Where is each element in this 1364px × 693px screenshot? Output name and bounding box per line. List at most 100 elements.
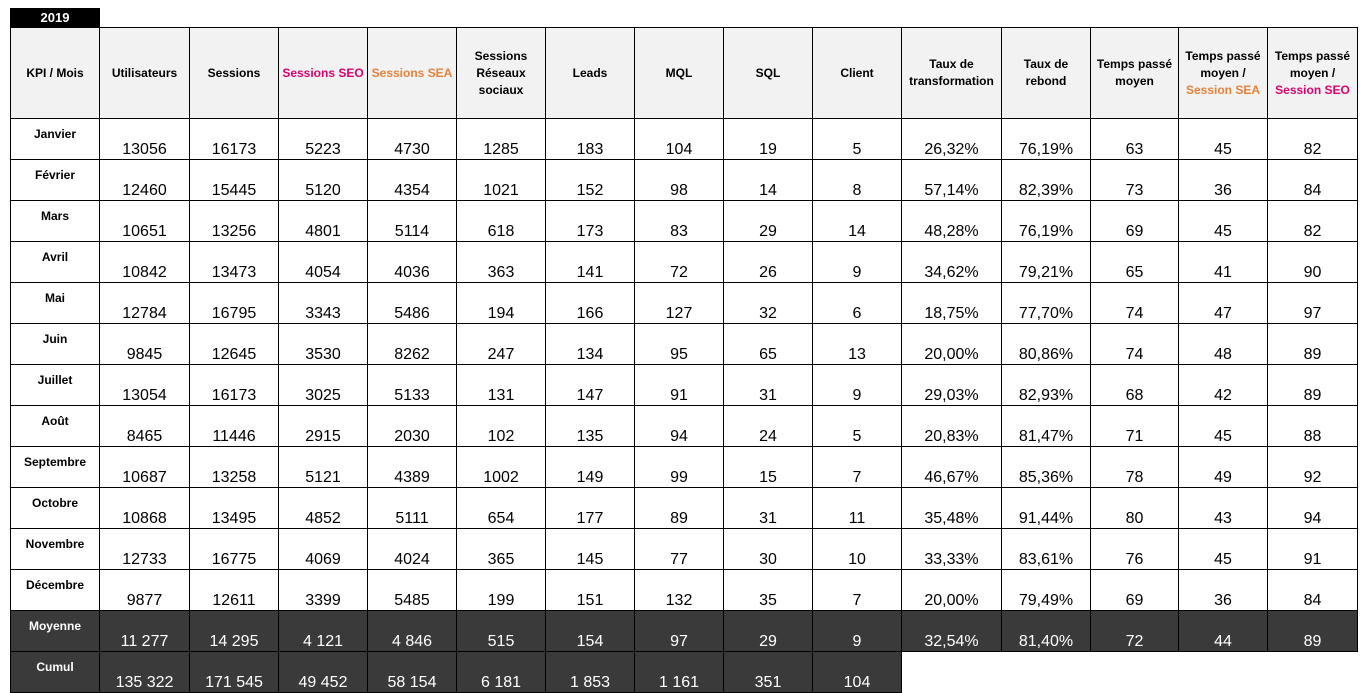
table-cell: 10687 — [99, 446, 190, 488]
table-cell: 91 — [634, 364, 724, 406]
empty-cell — [1001, 651, 1091, 693]
table-cell: 9877 — [99, 569, 190, 611]
table-cell: 49 452 — [278, 651, 368, 693]
column-header: Taux de rebond — [1001, 27, 1091, 119]
table-cell: 1285 — [456, 118, 546, 160]
table-cell: 9845 — [99, 323, 190, 365]
table-cell: 95 — [634, 323, 724, 365]
table-cell: 29 — [723, 200, 813, 242]
table-cell: 24 — [723, 405, 813, 447]
table-cell: 26 — [723, 241, 813, 283]
table-cell: 8262 — [367, 323, 457, 365]
table-cell: 65 — [723, 323, 813, 365]
table-cell: 71 — [1090, 405, 1179, 447]
table-cell: 34,62% — [901, 241, 1002, 283]
table-cell: 2915 — [278, 405, 368, 447]
row-label: Décembre — [10, 569, 100, 611]
table-cell: 90 — [1267, 241, 1358, 283]
table-cell: 47 — [1178, 282, 1268, 324]
table-cell: 166 — [545, 282, 635, 324]
table-row: Février 12460 15445 5120 4354 1021 152 98 14 8 57,… — [10, 159, 1358, 201]
table-cell: 3025 — [278, 364, 368, 406]
column-header: Client — [812, 27, 902, 119]
table-cell: 177 — [545, 487, 635, 529]
table-cell: 5121 — [278, 446, 368, 488]
table-cell: 85,36% — [1001, 446, 1091, 488]
table-cell: 1021 — [456, 159, 546, 201]
table-cell: 82 — [1267, 200, 1358, 242]
table-cell: 4069 — [278, 528, 368, 570]
table-cell: 183 — [545, 118, 635, 160]
column-header: Sessions — [189, 27, 279, 119]
table-cell: 3399 — [278, 569, 368, 611]
table-cell: 173 — [545, 200, 635, 242]
table-cell: 654 — [456, 487, 546, 529]
table-cell: 131 — [456, 364, 546, 406]
table-cell: 45 — [1178, 200, 1268, 242]
table-cell: 82,93% — [1001, 364, 1091, 406]
kpi-table: KPI / Mois Utilisateurs Sessions Sessions S… — [10, 27, 1358, 693]
row-label: Moyenne — [10, 610, 100, 652]
table-cell: 32,54% — [901, 610, 1002, 652]
table-cell: 76,19% — [1001, 200, 1091, 242]
cumul-row: Cumul 135 322 171 545 49 452 58 154 6 181 1 85… — [10, 651, 1358, 693]
table-cell: 32 — [723, 282, 813, 324]
table-cell: 13258 — [189, 446, 279, 488]
table-cell: 135 — [545, 405, 635, 447]
table-cell: 127 — [634, 282, 724, 324]
row-label: Avril — [10, 241, 100, 283]
table-cell: 84 — [1267, 159, 1358, 201]
table-cell: 12645 — [189, 323, 279, 365]
table-row: Juillet 13054 16173 3025 5133 131 147 91 31 9 29,0… — [10, 364, 1358, 406]
table-cell: 35 — [723, 569, 813, 611]
table-cell: 29 — [723, 610, 813, 652]
table-cell: 83,61% — [1001, 528, 1091, 570]
table-cell: 12733 — [99, 528, 190, 570]
table-cell: 19 — [723, 118, 813, 160]
column-header: Leads — [545, 27, 635, 119]
table-cell: 154 — [545, 610, 635, 652]
table-cell: 80 — [1090, 487, 1179, 529]
empty-cell — [901, 651, 1002, 693]
column-header: Utilisateurs — [99, 27, 190, 119]
table-cell: 76,19% — [1001, 118, 1091, 160]
table-cell: 1 161 — [634, 651, 724, 693]
table-cell: 171 545 — [189, 651, 279, 693]
table-row: Mai 12784 16795 3343 5486 194 166 127 32 6 18,75% 7… — [10, 282, 1358, 324]
column-header: SQL — [723, 27, 813, 119]
table-cell: 73 — [1090, 159, 1179, 201]
table-cell: 5 — [812, 118, 902, 160]
table-cell: 76 — [1090, 528, 1179, 570]
table-cell: 5133 — [367, 364, 457, 406]
table-cell: 30 — [723, 528, 813, 570]
table-cell: 89 — [1267, 364, 1358, 406]
table-cell: 134 — [545, 323, 635, 365]
table-cell: 8 — [812, 159, 902, 201]
table-cell: 89 — [1267, 323, 1358, 365]
row-label: Mai — [10, 282, 100, 324]
table-cell: 3530 — [278, 323, 368, 365]
table-cell: 1 853 — [545, 651, 635, 693]
table-cell: 83 — [634, 200, 724, 242]
table-cell: 35,48% — [901, 487, 1002, 529]
table-cell: 74 — [1090, 323, 1179, 365]
table-cell: 10651 — [99, 200, 190, 242]
column-header: Sessions SEA — [367, 27, 457, 119]
column-header: MQL — [634, 27, 724, 119]
row-label: Mars — [10, 200, 100, 242]
table-cell: 7 — [812, 446, 902, 488]
table-cell: 4036 — [367, 241, 457, 283]
table-row: Juin 9845 12645 3530 8262 247 134 95 65 13 20,00% 8… — [10, 323, 1358, 365]
table-cell: 10868 — [99, 487, 190, 529]
row-label: Juin — [10, 323, 100, 365]
header-row: KPI / Mois Utilisateurs Sessions Sessions S… — [10, 27, 1358, 119]
column-header: Taux de transformation — [901, 27, 1002, 119]
table-cell: 9 — [812, 610, 902, 652]
empty-cell — [1178, 651, 1268, 693]
table-cell: 77 — [634, 528, 724, 570]
table-cell: 104 — [812, 651, 902, 693]
table-cell: 5111 — [367, 487, 457, 529]
table-cell: 65 — [1090, 241, 1179, 283]
table-cell: 16775 — [189, 528, 279, 570]
table-cell: 10 — [812, 528, 902, 570]
